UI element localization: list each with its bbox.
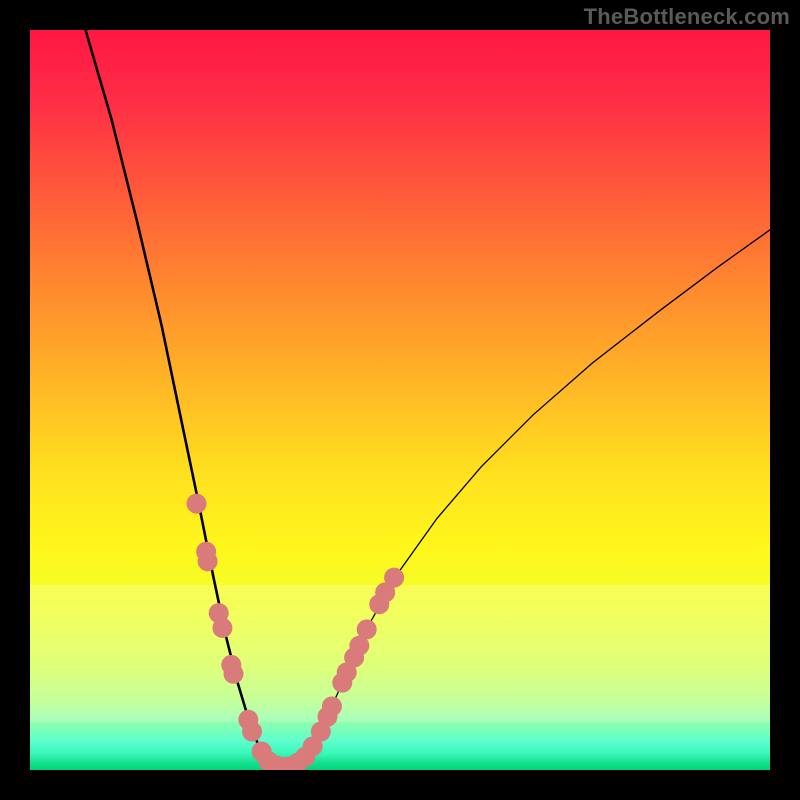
- data-marker: [322, 696, 342, 716]
- data-marker: [212, 618, 232, 638]
- pale-band: [30, 585, 770, 722]
- data-marker: [384, 568, 404, 588]
- data-marker: [242, 722, 262, 742]
- data-marker: [357, 619, 377, 639]
- bottleneck-chart: [30, 30, 770, 770]
- watermark-text: TheBottleneck.com: [584, 4, 790, 30]
- data-marker: [224, 664, 244, 684]
- plot-area: [30, 30, 770, 770]
- frame: TheBottleneck.com: [0, 0, 800, 800]
- data-marker: [198, 551, 218, 571]
- data-marker: [187, 494, 207, 514]
